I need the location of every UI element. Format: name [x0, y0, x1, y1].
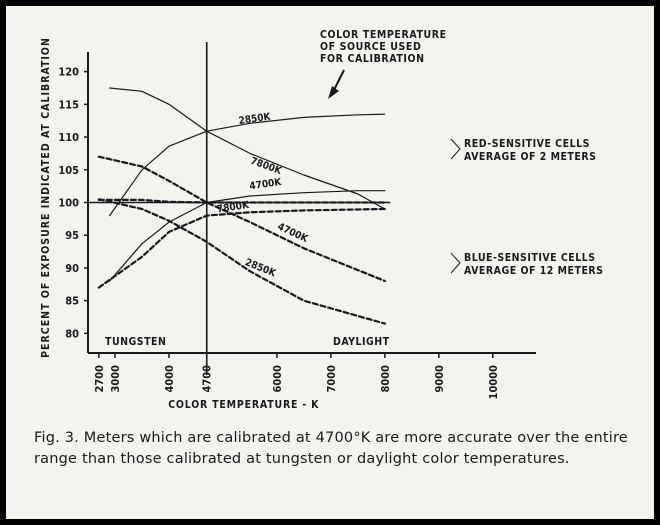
source-label-line: OF SOURCE USED	[320, 41, 421, 53]
figure-caption: Fig. 3. Meters which are calibrated at 4…	[34, 430, 628, 467]
x-axis-title: COLOR TEMPERATURE - K	[168, 399, 319, 411]
x-tick-label: 4000	[163, 365, 176, 393]
curve-label: 7800K	[216, 200, 250, 215]
source-label-line: FOR CALIBRATION	[320, 53, 425, 65]
y-tick-label: 105	[58, 164, 79, 177]
chart: 80 85 90 95 100 105 110 115 120 2700 3000 4000 4700 6…	[40, 29, 603, 411]
x-tick-label: 6000	[271, 365, 284, 393]
x-tick-label: 7000	[325, 365, 338, 393]
group-brace	[450, 252, 461, 274]
group-label-line1: RED-SENSITIVE CELLS	[464, 138, 590, 150]
series-line-7	[97, 198, 386, 325]
curve-label: 4700K	[249, 177, 283, 192]
figure-page: 80 85 90 95 100 105 110 115 120 2700 3000 4000 4700 6…	[6, 6, 654, 519]
y-tick-label: 110	[58, 131, 79, 144]
y-tick-label: 115	[58, 98, 79, 111]
x-tick-label: 10000	[487, 365, 500, 400]
curve-label: 2850K	[238, 111, 272, 126]
series-line-3	[108, 190, 386, 282]
curve-label: 7800K	[249, 156, 284, 178]
region-label-daylight: DAYLIGHT	[333, 336, 390, 348]
x-tick-label: 3000	[109, 365, 122, 393]
series-line-6	[97, 207, 386, 289]
y-tick-label: 95	[65, 229, 79, 242]
source-label-line: COLOR TEMPERATURE	[320, 29, 447, 41]
y-tick-label: 100	[58, 197, 79, 210]
y-tick-label: 90	[65, 262, 79, 275]
series-line-5	[97, 198, 386, 204]
x-tick-label: 8000	[379, 365, 392, 393]
group-label-line2: AVERAGE OF 2 METERS	[464, 151, 596, 163]
y-tick-label: 120	[58, 66, 79, 79]
group-brace	[450, 138, 461, 160]
region-label-tungsten: TUNGSTEN	[105, 336, 166, 348]
y-tick-label: 85	[65, 295, 79, 308]
x-tick-label: 9000	[433, 365, 446, 393]
x-tick-label: 4700	[201, 365, 214, 393]
series-line-1	[108, 113, 386, 217]
y-axis-title: PERCENT OF EXPOSURE INDICATED AT CALIBRA…	[40, 37, 52, 358]
curve-label: 4700K	[276, 221, 311, 245]
x-tick-label: 2700	[93, 365, 106, 393]
group-label-line2: AVERAGE OF 12 METERS	[464, 265, 603, 277]
series-line-4	[97, 155, 386, 283]
group-label-line1: BLUE-SENSITIVE CELLS	[464, 252, 596, 264]
y-tick-label: 80	[65, 327, 79, 340]
source-arrow-head	[328, 86, 339, 99]
